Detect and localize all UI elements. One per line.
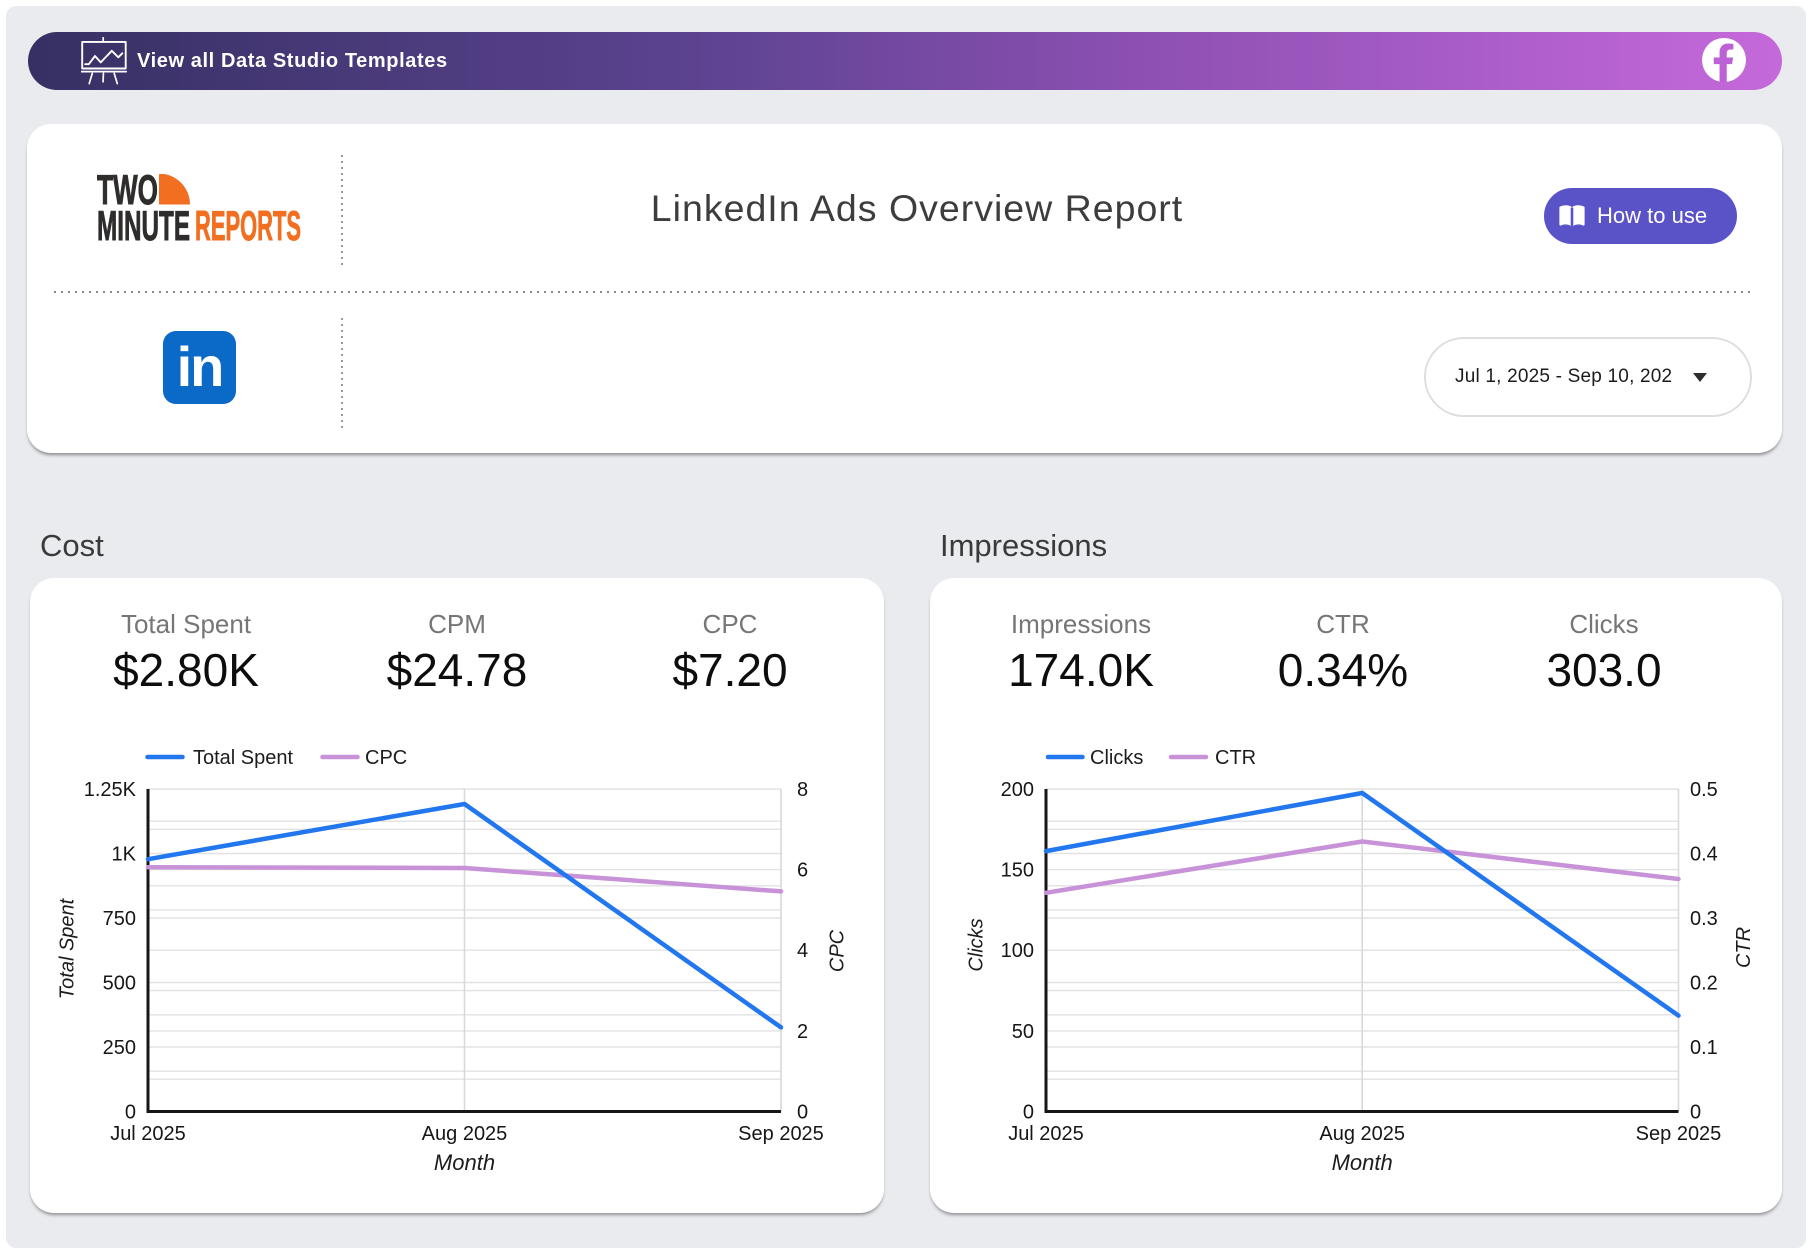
svg-text:CPC: CPC bbox=[365, 747, 407, 769]
svg-text:Clicks: Clicks bbox=[1569, 609, 1638, 639]
svg-text:Impressions: Impressions bbox=[1011, 609, 1151, 639]
svg-text:0: 0 bbox=[1023, 1102, 1034, 1124]
svg-text:303.0: 303.0 bbox=[1546, 644, 1661, 696]
svg-text:0.1: 0.1 bbox=[1690, 1037, 1718, 1059]
svg-text:CPC: CPC bbox=[827, 929, 849, 972]
svg-text:$7.20: $7.20 bbox=[672, 644, 787, 696]
svg-text:Jul 2025: Jul 2025 bbox=[1008, 1123, 1084, 1145]
svg-text:4: 4 bbox=[797, 940, 808, 962]
svg-text:Aug 2025: Aug 2025 bbox=[1319, 1123, 1405, 1145]
svg-text:1K: 1K bbox=[112, 844, 137, 866]
svg-text:Sep 2025: Sep 2025 bbox=[738, 1123, 824, 1145]
svg-text:CTR: CTR bbox=[1733, 927, 1755, 968]
svg-text:Month: Month bbox=[1332, 1150, 1393, 1175]
svg-text:Aug 2025: Aug 2025 bbox=[422, 1123, 508, 1145]
svg-text:Sep 2025: Sep 2025 bbox=[1636, 1123, 1722, 1145]
svg-text:REPORTS: REPORTS bbox=[195, 204, 301, 242]
svg-text:CPC: CPC bbox=[703, 609, 758, 639]
svg-text:50: 50 bbox=[1012, 1021, 1034, 1043]
svg-text:CPM: CPM bbox=[428, 609, 486, 639]
svg-text:2: 2 bbox=[797, 1021, 808, 1043]
svg-text:Total Spent: Total Spent bbox=[121, 609, 252, 639]
svg-text:250: 250 bbox=[103, 1037, 136, 1059]
svg-text:6: 6 bbox=[797, 860, 808, 882]
svg-text:0.2: 0.2 bbox=[1690, 973, 1718, 995]
svg-text:Month: Month bbox=[434, 1150, 495, 1175]
svg-text:750: 750 bbox=[103, 908, 136, 930]
svg-text:0: 0 bbox=[797, 1102, 808, 1124]
svg-text:200: 200 bbox=[1001, 779, 1034, 801]
svg-text:8: 8 bbox=[797, 779, 808, 801]
svg-text:0.5: 0.5 bbox=[1690, 779, 1718, 801]
svg-text:1.25K: 1.25K bbox=[84, 779, 137, 801]
svg-text:CTR: CTR bbox=[1316, 609, 1369, 639]
svg-text:Jul 2025: Jul 2025 bbox=[110, 1123, 186, 1145]
svg-text:Clicks: Clicks bbox=[966, 918, 988, 971]
svg-text:MINUTE: MINUTE bbox=[97, 203, 190, 242]
svg-text:0.4: 0.4 bbox=[1690, 844, 1718, 866]
svg-text:0.3: 0.3 bbox=[1690, 908, 1718, 930]
svg-text:CTR: CTR bbox=[1215, 747, 1256, 769]
svg-text:500: 500 bbox=[103, 973, 136, 995]
svg-text:100: 100 bbox=[1001, 940, 1034, 962]
svg-text:150: 150 bbox=[1001, 860, 1034, 882]
svg-text:Total Spent: Total Spent bbox=[193, 747, 294, 769]
svg-text:0: 0 bbox=[125, 1102, 136, 1124]
svg-text:$2.80K: $2.80K bbox=[113, 644, 259, 696]
svg-text:$24.78: $24.78 bbox=[387, 644, 528, 696]
svg-text:0: 0 bbox=[1690, 1102, 1701, 1124]
svg-text:0.34%: 0.34% bbox=[1278, 644, 1408, 696]
svg-text:TWO: TWO bbox=[97, 174, 158, 214]
svg-text:174.0K: 174.0K bbox=[1008, 644, 1154, 696]
svg-text:Clicks: Clicks bbox=[1090, 747, 1143, 769]
svg-text:Total Spent: Total Spent bbox=[57, 897, 79, 999]
